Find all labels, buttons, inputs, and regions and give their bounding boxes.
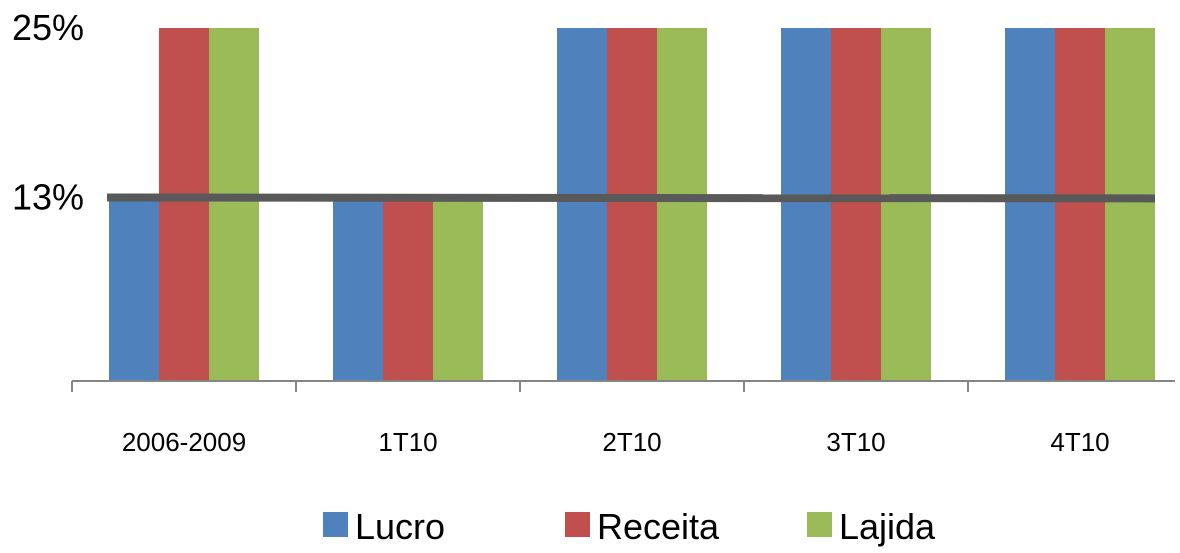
bar-lajida-0: [209, 28, 259, 381]
legend-label-lucro: Lucro: [355, 506, 445, 547]
y-ticks: 25% 13%: [12, 7, 84, 217]
bar-lucro-1: [333, 197, 383, 381]
bar-receita-0: [159, 28, 209, 381]
bar-lucro-4: [1005, 28, 1055, 381]
x-tick-label: 4T10: [1050, 427, 1109, 457]
legend: Lucro Receita Lajida: [323, 506, 936, 547]
bar-receita-1: [383, 197, 433, 381]
x-tick-label: 2006-2009: [122, 427, 246, 457]
bar-lajida-4: [1105, 28, 1155, 381]
bar-lajida-3: [881, 28, 931, 381]
legend-label-receita: Receita: [597, 506, 720, 547]
legend-swatch-lajida: [807, 512, 832, 537]
x-ticks: 2006-2009 1T10 2T10 3T10 4T10: [71, 381, 1110, 457]
bar-lajida-2: [657, 28, 707, 381]
bar-lucro-2: [557, 28, 607, 381]
bar-lucro-3: [781, 28, 831, 381]
bars-layer: [109, 28, 1155, 381]
bar-receita-4: [1055, 28, 1105, 381]
reference-line: [106, 193, 1156, 203]
y-tick-label: 25%: [12, 7, 84, 48]
bar-lajida-1: [433, 197, 483, 381]
reference-line-layer: [106, 193, 1156, 203]
legend-swatch-lucro: [323, 512, 348, 537]
x-tick-label: 2T10: [602, 427, 661, 457]
y-tick-label: 13%: [12, 176, 84, 217]
bar-lucro-0: [109, 197, 159, 381]
bar-receita-2: [607, 28, 657, 381]
legend-label-lajida: Lajida: [839, 506, 936, 547]
x-tick-label: 1T10: [378, 427, 437, 457]
legend-swatch-receita: [565, 512, 590, 537]
x-tick-label: 3T10: [826, 427, 885, 457]
bar-receita-3: [831, 28, 881, 381]
